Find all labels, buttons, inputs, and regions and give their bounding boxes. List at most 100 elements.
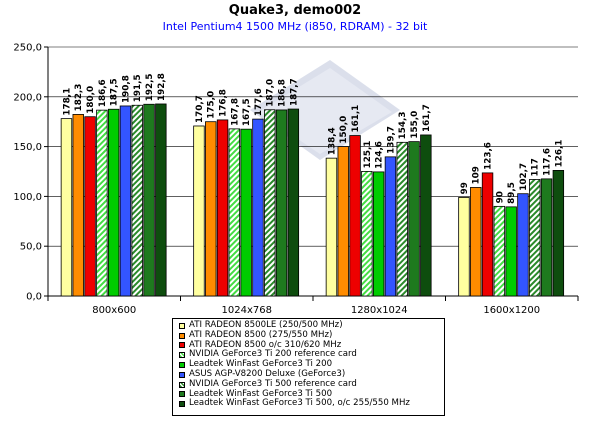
bar-value-label: 126,1 (554, 140, 564, 168)
bar (420, 134, 432, 297)
bar (505, 206, 517, 297)
bar (337, 146, 349, 297)
bar-value-label: 182,3 (74, 84, 84, 112)
legend-swatch (179, 342, 185, 349)
bar (540, 178, 553, 297)
bar-value-label: 89,5 (507, 182, 517, 204)
legend-label: Leadtek WinFast GeForce3 Ti 500 (189, 388, 333, 399)
bar (408, 141, 420, 297)
bar (481, 172, 494, 297)
bar-value-label: 102,7 (519, 163, 529, 191)
bar-value-label: 177,6 (254, 88, 264, 116)
bar-value-label: 109 (472, 166, 482, 184)
bar (349, 135, 361, 297)
bar (493, 205, 506, 297)
bar-value-label: 117,6 (543, 148, 553, 176)
bar-value-label: 192,8 (157, 73, 167, 101)
bar (228, 128, 241, 297)
bar (60, 118, 73, 297)
x-category-label: 1600x1200 (483, 305, 540, 316)
bar (205, 121, 217, 297)
legend-swatch (179, 401, 185, 408)
y-tick-label: 200,0 (13, 92, 42, 103)
bar (96, 109, 108, 297)
bar-value-label: 155,0 (410, 111, 420, 139)
legend-swatch (179, 381, 185, 388)
bar (552, 170, 565, 297)
bar (193, 125, 205, 297)
bar-value-label: 190,8 (121, 75, 131, 103)
bar-value-label: 180,0 (86, 86, 96, 114)
bar (529, 179, 541, 297)
legend-label: ATI RADEON 8500LE (250/500 MHz) (189, 320, 343, 330)
bar-value-label: 154,3 (398, 111, 408, 139)
bar (396, 141, 408, 297)
bar (361, 171, 373, 297)
y-tick-label: 0,0 (26, 292, 42, 303)
bar-value-label: 191,5 (133, 74, 143, 102)
bar-value-label: 187,0 (266, 79, 276, 107)
legend-label: ATI RADEON 8500 (275/550 MHz) (189, 329, 333, 340)
y-tick-label: 50,0 (20, 242, 42, 253)
legend-swatch (179, 322, 185, 329)
bar (384, 156, 397, 297)
bar-value-label: 124,6 (375, 141, 385, 169)
legend-label: NVIDIA GeForce3 Ti 200 reference card (189, 349, 357, 360)
bar (155, 103, 167, 297)
bar-value-label: 170,7 (195, 95, 205, 123)
bar-value-label: 175,0 (207, 91, 217, 119)
bar-value-label: 125,1 (363, 141, 373, 169)
bar (216, 119, 229, 297)
y-tick-label: 150,0 (13, 142, 42, 153)
legend-swatch (179, 362, 185, 369)
bar-value-label: 167,5 (242, 98, 252, 126)
bar-value-label: 161,1 (351, 105, 361, 133)
legend-label: ATI RADEON 8500 o/c 310/620 MHz (189, 339, 342, 350)
bar (372, 171, 385, 297)
bar-value-label: 192,5 (145, 73, 155, 101)
legend-label: NVIDIA GeForce3 Ti 500 reference card (189, 378, 357, 389)
bar-value-label: 186,8 (278, 79, 288, 107)
legend-swatch (179, 352, 185, 359)
bar-value-label: 123,6 (484, 142, 494, 170)
legend-label: ASUS AGP-V8200 Deluxe (GeForce3) (189, 368, 346, 379)
legend-label: Leadtek WinFast GeForce3 Ti 200 (189, 359, 333, 370)
bar (240, 128, 252, 297)
legend-swatch (179, 391, 185, 398)
legend-item: ATI RADEON 8500 o/c 310/620 MHz (179, 339, 444, 351)
bar (264, 109, 276, 297)
bar (325, 157, 338, 297)
bar (458, 196, 470, 297)
bar (275, 109, 288, 297)
y-tick-label: 100,0 (13, 192, 42, 203)
chart-legend: ATI RADEON 8500LE (250/500 MHz) ATI RADEO… (172, 318, 445, 416)
chart-title: Quake3, demo002 (228, 3, 362, 18)
bar (72, 114, 84, 297)
bar-value-label: 167,8 (230, 98, 240, 126)
bar (119, 105, 132, 297)
y-tick-label: 250,0 (13, 43, 42, 54)
bar (143, 103, 155, 297)
legend-item: Leadtek WinFast GeForce3 Ti 500 (179, 388, 444, 400)
bar (131, 104, 143, 297)
bar (107, 108, 120, 297)
bar (287, 108, 300, 297)
bar-value-label: 90 (495, 191, 505, 203)
bar-value-label: 139,7 (386, 126, 396, 154)
legend-item: Leadtek WinFast GeForce3 Ti 200 (179, 359, 444, 370)
legend-swatch (179, 332, 185, 339)
x-category-label: 800x600 (92, 305, 136, 316)
bar-value-label: 187,5 (110, 78, 120, 106)
bar-value-label: 176,8 (219, 89, 229, 117)
x-category-label: 1280x1024 (351, 305, 408, 316)
legend-item: ASUS AGP-V8200 Deluxe (GeForce3) (179, 368, 444, 380)
legend-label: Leadtek WinFast GeForce3 Ti 500, o/c 255… (189, 398, 410, 409)
bar (252, 118, 264, 297)
legend-item: Leadtek WinFast GeForce3 Ti 500, o/c 255… (179, 399, 444, 409)
x-category-label: 1024x768 (222, 305, 272, 316)
legend-item: ATI RADEON 8500 (275/550 MHz) (179, 329, 444, 341)
bar-value-label: 150,0 (339, 116, 349, 144)
bar-value-label: 99 (460, 182, 470, 194)
bar-value-label: 138,4 (327, 127, 337, 155)
